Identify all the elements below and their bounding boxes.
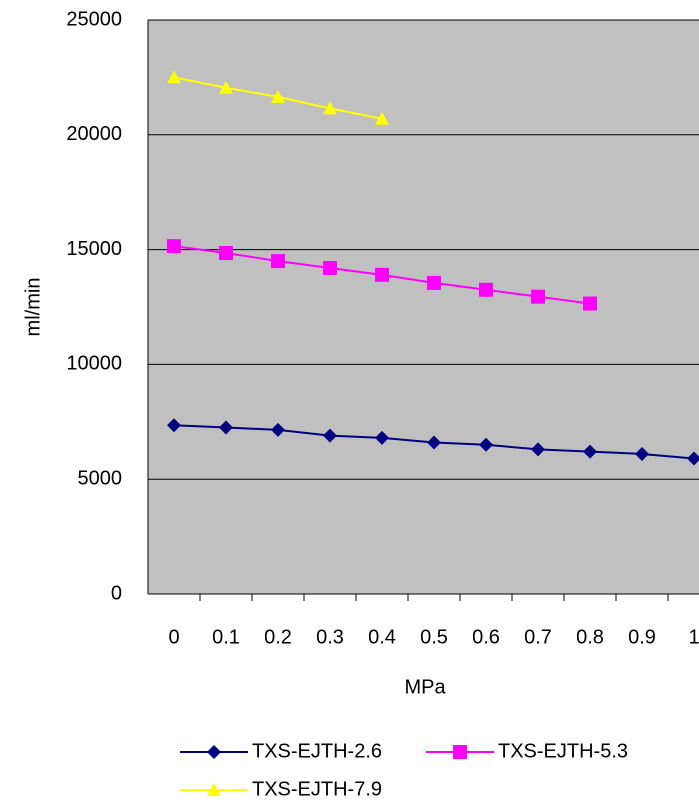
data-point — [531, 289, 545, 304]
data-point — [375, 430, 389, 445]
legend-marker — [207, 783, 221, 796]
data-point — [219, 246, 233, 261]
data-point — [583, 444, 597, 459]
y-tick-label: 15000 — [66, 238, 122, 260]
data-point — [531, 442, 545, 457]
x-tick-label: 1 — [688, 626, 699, 648]
legend-label: TXS-EJTH-2.6 — [252, 740, 382, 762]
data-point — [271, 89, 285, 103]
x-tick-label: 0.5 — [420, 626, 448, 648]
data-point — [219, 80, 233, 94]
data-point — [375, 267, 389, 282]
y-tick-label: 20000 — [66, 123, 122, 145]
data-point — [375, 111, 389, 125]
data-point — [167, 70, 181, 84]
y-axis-label: ml/min — [22, 278, 44, 337]
y-tick-label: 5000 — [78, 467, 123, 489]
data-point — [219, 420, 233, 435]
x-tick-label: 0.7 — [524, 626, 552, 648]
y-tick-label: 0 — [111, 582, 122, 604]
legend-marker — [207, 745, 221, 759]
data-point — [583, 296, 597, 311]
data-point — [271, 422, 285, 437]
data-point — [323, 260, 337, 275]
legend-label: TXS-EJTH-5.3 — [498, 740, 628, 762]
data-point — [635, 446, 649, 461]
data-point — [479, 282, 493, 297]
data-point — [323, 101, 337, 115]
x-tick-label: 0.6 — [472, 626, 500, 648]
x-tick-label: 0.4 — [368, 626, 396, 648]
legend-marker — [453, 745, 467, 759]
x-tick-label: 0.3 — [316, 626, 344, 648]
data-point — [427, 275, 441, 290]
plot-area — [148, 20, 699, 594]
data-point — [687, 451, 699, 466]
x-tick-label: 0.8 — [576, 626, 604, 648]
x-tick-label: 0.1 — [212, 626, 240, 648]
x-tick-label: 0 — [168, 626, 179, 648]
y-tick-label: 10000 — [66, 353, 122, 375]
x-tick-label: 0.2 — [264, 626, 292, 648]
data-point — [167, 418, 181, 433]
data-point — [167, 239, 181, 254]
x-tick-label: 0.9 — [628, 626, 656, 648]
data-point — [427, 435, 441, 450]
x-axis-label: MPa — [404, 676, 446, 698]
legend-label: TXS-EJTH-7.9 — [252, 778, 382, 800]
data-point — [323, 428, 337, 443]
y-tick-label: 25000 — [66, 8, 122, 30]
data-point — [479, 437, 493, 452]
data-point — [271, 254, 285, 269]
